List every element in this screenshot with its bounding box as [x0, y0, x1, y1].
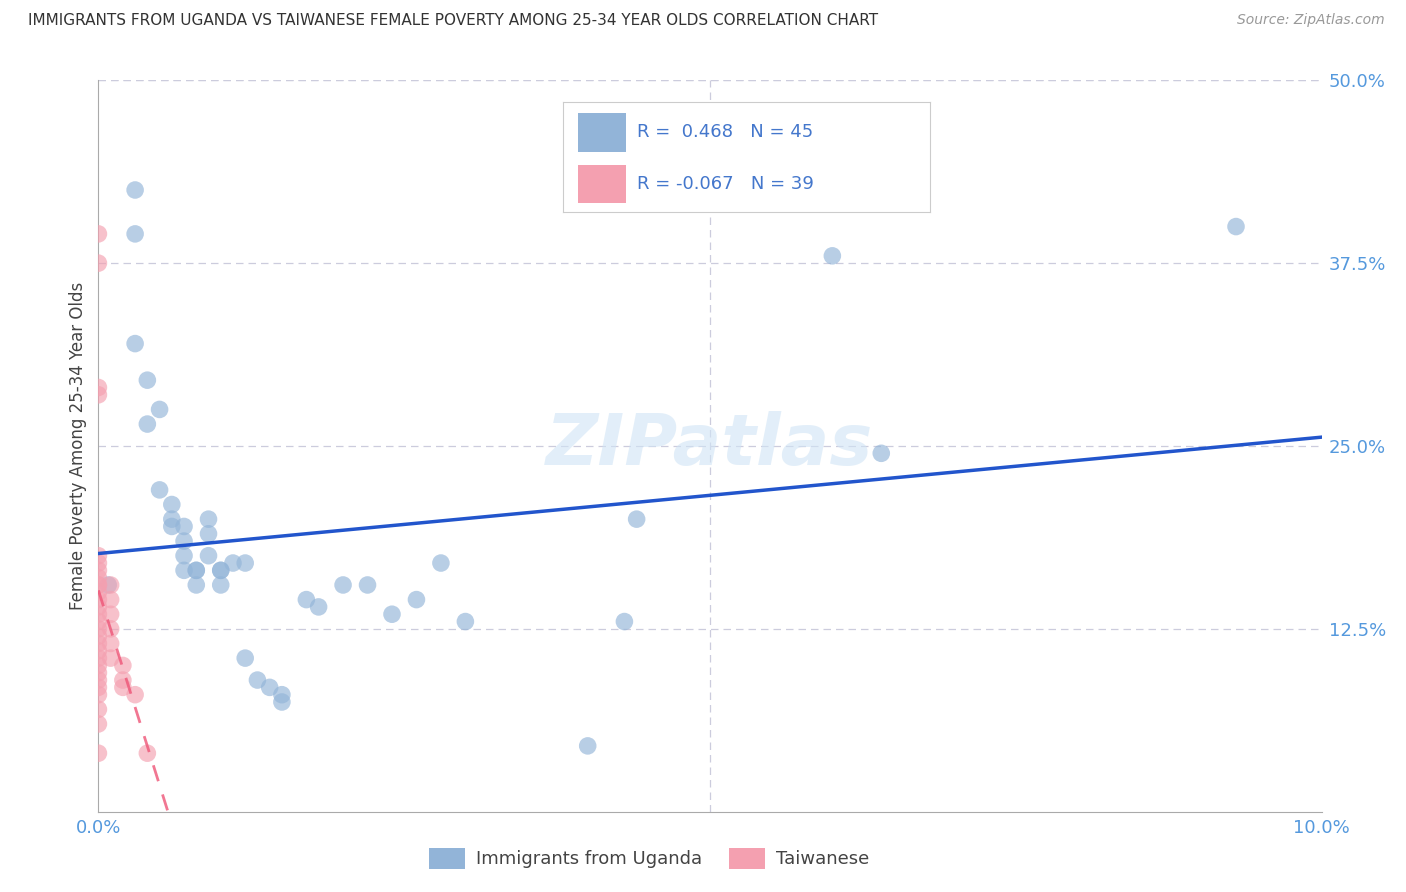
Point	[100, 651, 122, 665]
Point	[87, 571, 110, 585]
Point	[222, 556, 245, 570]
Point	[124, 336, 146, 351]
Point	[87, 629, 110, 643]
Point	[270, 695, 292, 709]
Point	[356, 578, 378, 592]
Point	[136, 373, 159, 387]
Point	[209, 578, 232, 592]
Point	[197, 512, 219, 526]
Point	[186, 563, 208, 577]
Point	[430, 556, 453, 570]
Point	[97, 578, 120, 592]
Point	[87, 227, 110, 241]
Point	[454, 615, 477, 629]
Point	[160, 498, 183, 512]
Point	[233, 651, 256, 665]
Point	[87, 622, 110, 636]
Point	[124, 183, 146, 197]
Point	[124, 227, 146, 241]
Point	[87, 702, 110, 716]
Point	[100, 607, 122, 622]
Point	[87, 592, 110, 607]
Point	[87, 658, 110, 673]
Point	[136, 417, 159, 431]
Point	[233, 556, 256, 570]
Point	[87, 549, 110, 563]
Point	[576, 739, 599, 753]
Point	[186, 563, 208, 577]
Point	[160, 519, 183, 533]
Point	[295, 592, 318, 607]
Text: ZIPatlas: ZIPatlas	[547, 411, 873, 481]
Point	[197, 526, 219, 541]
Point	[626, 512, 648, 526]
Point	[87, 563, 110, 577]
Point	[136, 746, 159, 760]
Point	[87, 673, 110, 687]
Point	[870, 446, 893, 460]
Point	[87, 578, 110, 592]
Point	[111, 658, 134, 673]
Point	[87, 651, 110, 665]
Y-axis label: Female Poverty Among 25-34 Year Olds: Female Poverty Among 25-34 Year Olds	[69, 282, 87, 610]
Point	[87, 681, 110, 695]
Point	[87, 615, 110, 629]
Point	[111, 681, 134, 695]
Point	[87, 636, 110, 650]
Point	[270, 688, 292, 702]
Point	[1225, 219, 1247, 234]
Point	[87, 556, 110, 570]
Point	[821, 249, 844, 263]
Point	[100, 636, 122, 650]
Point	[87, 644, 110, 658]
Point	[100, 622, 122, 636]
Point	[308, 599, 330, 614]
Point	[87, 256, 110, 270]
Point	[209, 563, 232, 577]
Point	[259, 681, 281, 695]
Point	[87, 585, 110, 599]
Point	[87, 717, 110, 731]
Point	[100, 592, 122, 607]
Point	[173, 563, 195, 577]
Point	[149, 402, 172, 417]
Point	[405, 592, 427, 607]
Point	[124, 688, 146, 702]
Point	[173, 549, 195, 563]
Point	[87, 578, 110, 592]
Point	[246, 673, 269, 687]
Point	[149, 483, 172, 497]
Point	[332, 578, 354, 592]
Point	[613, 615, 636, 629]
Point	[173, 519, 195, 533]
Point	[173, 534, 195, 549]
Point	[186, 578, 208, 592]
Point	[87, 380, 110, 394]
Point	[160, 512, 183, 526]
Point	[100, 578, 122, 592]
Text: IMMIGRANTS FROM UGANDA VS TAIWANESE FEMALE POVERTY AMONG 25-34 YEAR OLDS CORRELA: IMMIGRANTS FROM UGANDA VS TAIWANESE FEMA…	[28, 13, 879, 29]
Point	[87, 607, 110, 622]
Legend: Immigrants from Uganda, Taiwanese: Immigrants from Uganda, Taiwanese	[422, 840, 876, 876]
Point	[87, 665, 110, 680]
Point	[87, 746, 110, 760]
Point	[87, 388, 110, 402]
Point	[87, 688, 110, 702]
Point	[111, 673, 134, 687]
Point	[381, 607, 404, 622]
Point	[197, 549, 219, 563]
Point	[209, 563, 232, 577]
Text: Source: ZipAtlas.com: Source: ZipAtlas.com	[1237, 13, 1385, 28]
Point	[87, 599, 110, 614]
